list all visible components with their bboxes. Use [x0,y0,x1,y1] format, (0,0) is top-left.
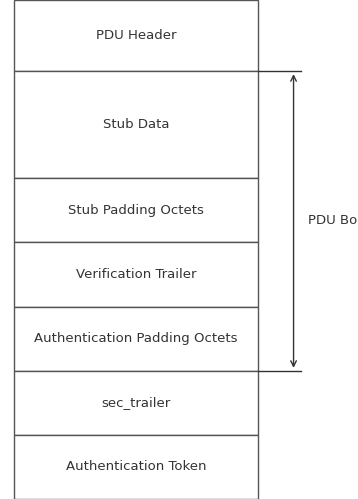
Text: Verification Trailer: Verification Trailer [76,268,196,281]
Text: PDU Header: PDU Header [96,29,176,42]
Text: Stub Padding Octets: Stub Padding Octets [68,204,204,217]
Text: Authentication Token: Authentication Token [66,461,206,474]
Bar [14,243,258,306]
Bar [14,306,258,371]
Text: Authentication Padding Octets: Authentication Padding Octets [34,332,238,345]
Bar [14,71,258,178]
Bar [14,435,258,499]
Bar [14,371,258,435]
Bar [14,0,258,71]
Text: Stub Data: Stub Data [103,118,169,131]
Bar [14,178,258,243]
Text: PDU Body: PDU Body [308,215,358,228]
Text: sec_trailer: sec_trailer [101,396,171,409]
